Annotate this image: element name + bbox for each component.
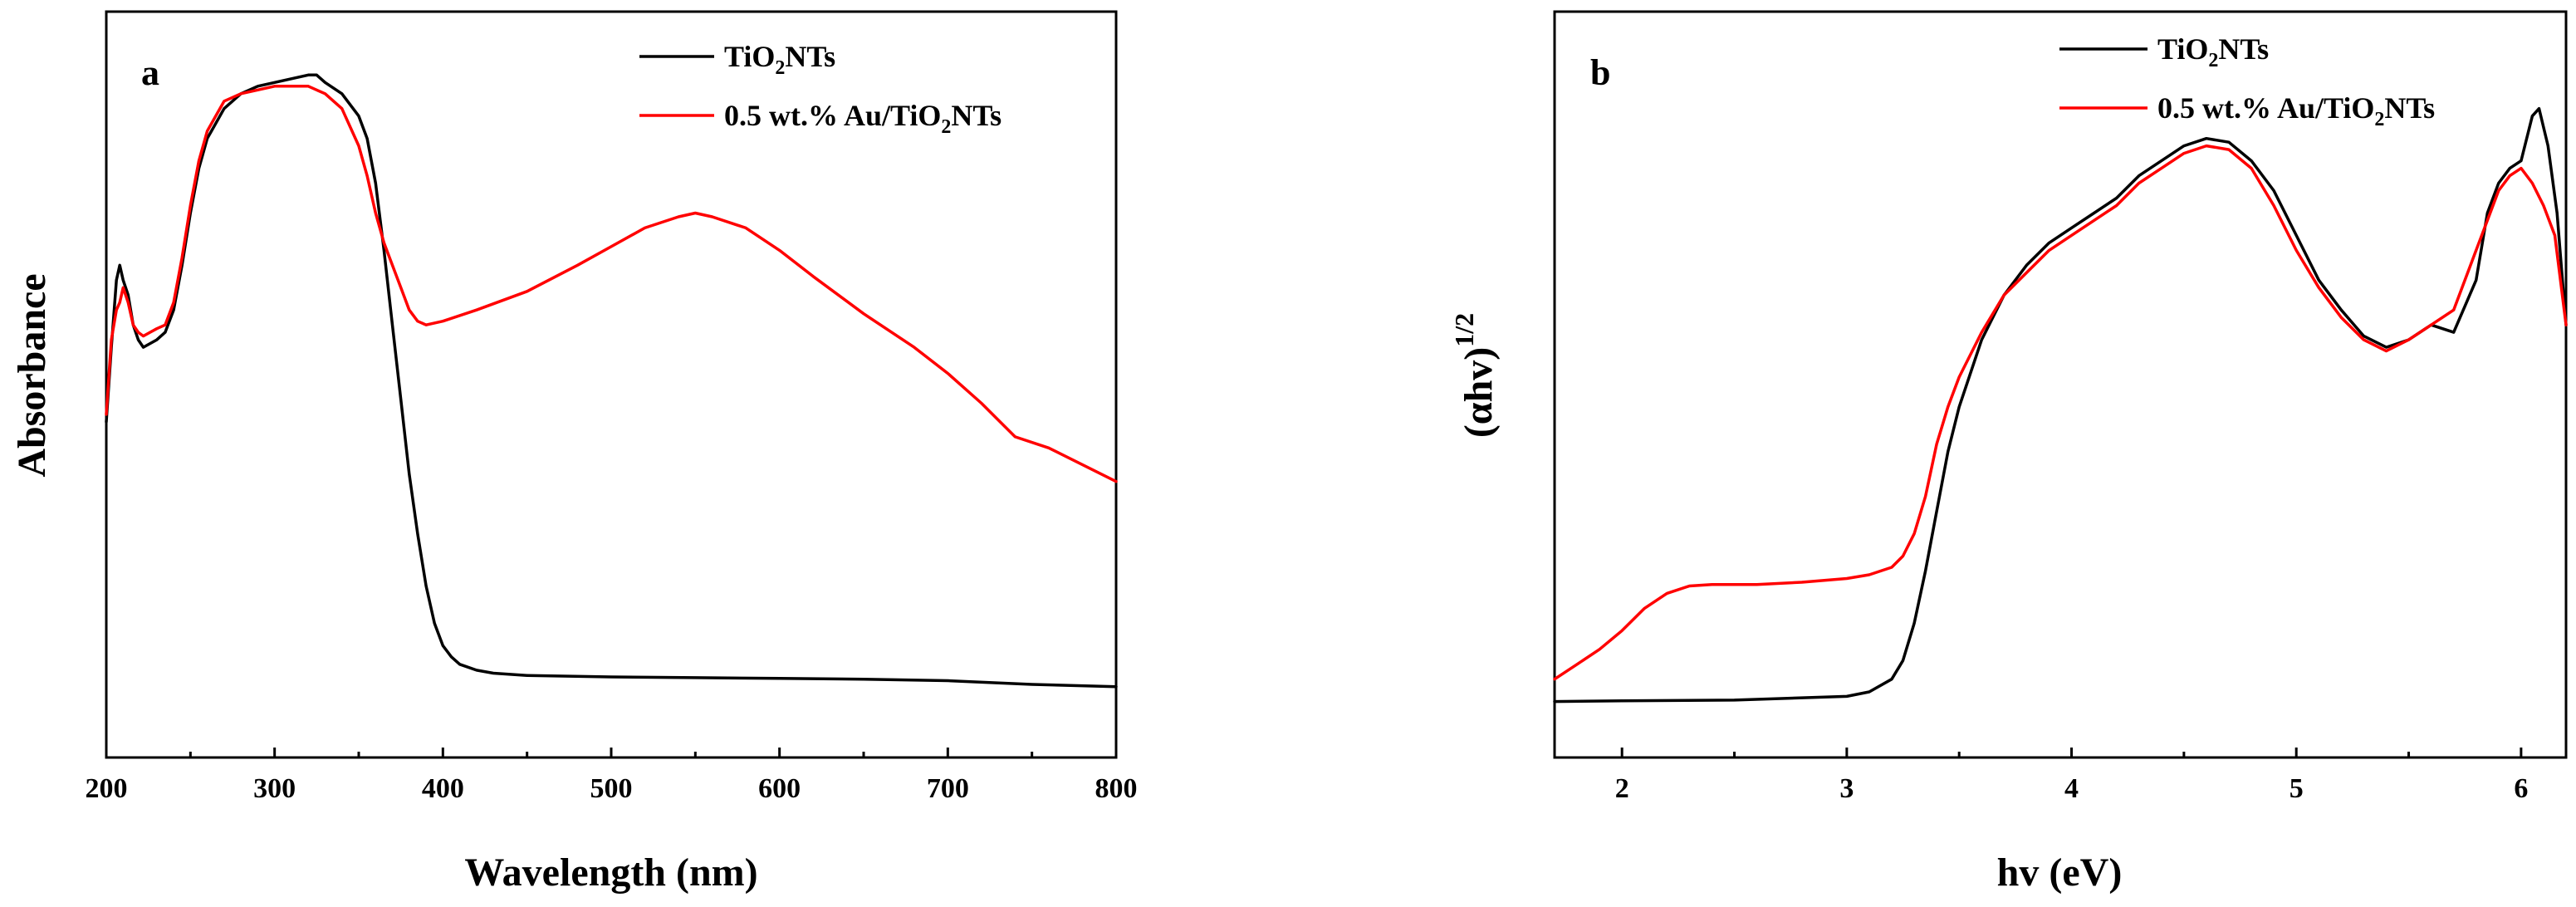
- panel-a-legend-label-au-tio2: 0.5 wt.% Au/TiO2NTs: [724, 99, 1002, 138]
- panel-a-y-axis-title: Absorbance: [10, 273, 54, 477]
- panel-a-x-tick-label: 300: [253, 773, 296, 804]
- panel-a-series-0-5-wt-au-tio2nts: [105, 85, 1118, 483]
- panel-b-legend: TiO2NTs 0.5 wt.% Au/TiO2NTs: [2059, 32, 2435, 130]
- panel-a-x-tick-label: 200: [86, 773, 128, 804]
- panel-a-x-tick-label: 700: [927, 773, 969, 804]
- panel-a-legend: TiO2NTs 0.5 wt.% Au/TiO2NTs: [639, 40, 1002, 138]
- panel-b-x-tick-label: 2: [1615, 773, 1629, 804]
- panel-b-x-axis-title: hv (eV): [1997, 851, 2123, 895]
- panel-b-legend-label-au-tio2: 0.5 wt.% Au/TiO2NTs: [2157, 91, 2435, 130]
- panel-b-label: b: [1590, 52, 1610, 93]
- panel-b-x-tick-label: 3: [1839, 773, 1854, 804]
- panel-a-x-tick-label: 800: [1095, 773, 1138, 804]
- panel-b-x-tick-label: 6: [2514, 773, 2528, 804]
- panel-a-x-tick-label: 500: [590, 773, 633, 804]
- panel-a-legend-label-tio2: TiO2NTs: [724, 40, 835, 79]
- panel-b-x-tick-label: 5: [2290, 773, 2304, 804]
- panel-b-series-0-5-wt-au-tio2nts: [1553, 144, 2568, 681]
- panel-a-series: [105, 73, 1118, 689]
- panel-b-series-tio2nts: [1553, 106, 2568, 704]
- panel-b-plot-frame: [1553, 10, 2568, 759]
- panel-a-x-ticks: 200 300 400 500 600 700 800: [86, 748, 1138, 804]
- panel-b-legend-label-tio2: TiO2NTs: [2157, 32, 2269, 71]
- panel-a-x-tick-label: 600: [758, 773, 801, 804]
- panel-a-x-axis-title: Wavelength (nm): [464, 851, 757, 895]
- panel-b-series: [1553, 106, 2568, 704]
- panel-a: 200 300 400 500 600 700 800 a TiO2NTs 0.5 wt.%…: [10, 10, 1138, 895]
- panel-b: 2 3 4 5 6 b TiO2NTs 0.5 wt.% Au/TiO2NTs hv (…: [1449, 10, 2568, 895]
- panel-b-x-tick-label: 4: [2064, 773, 2079, 804]
- panel-a-x-tick-label: 400: [422, 773, 464, 804]
- panel-b-x-ticks: 2 3 4 5 6: [1615, 748, 2528, 804]
- panel-a-series-tio2nts: [105, 73, 1118, 689]
- panel-a-label: a: [141, 52, 159, 93]
- panel-b-y-axis-title: (αhv)1/2: [1449, 313, 1501, 438]
